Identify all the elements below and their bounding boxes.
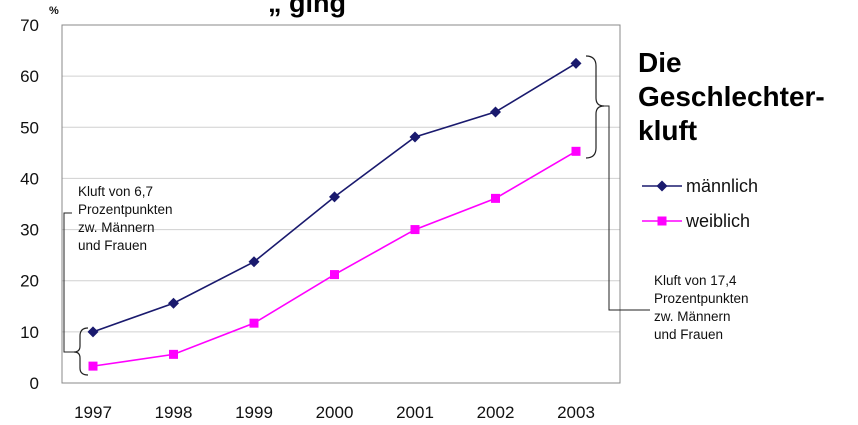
x-axis-ticks: 1997 1998 1999 2000 2001 2002 2003: [74, 403, 595, 422]
legend-label: weiblich: [685, 211, 750, 231]
x-tick-label: 2001: [396, 403, 434, 422]
data-point: [248, 256, 260, 268]
data-point: [329, 191, 340, 203]
y-tick-label: 50: [20, 118, 39, 137]
x-tick-label: 1999: [235, 403, 273, 422]
data-point: [490, 106, 501, 118]
y-tick-label: 60: [20, 67, 39, 86]
x-tick-label: 1997: [74, 403, 112, 422]
x-tick-label: 1998: [155, 403, 193, 422]
series-weiblich: [88, 146, 581, 371]
data-point: [570, 57, 582, 69]
y-tick-label: 40: [20, 169, 39, 188]
x-tick-label: 2002: [477, 403, 515, 422]
data-point: [87, 326, 99, 338]
gap-2003-note: Kluft von 17,4 Prozentpunkten zw. Männer…: [654, 273, 752, 342]
y-tick-label: 30: [20, 221, 39, 240]
legend-marker: [656, 180, 668, 192]
data-point: [330, 270, 339, 280]
legend-marker: [657, 216, 667, 226]
side-title: Die Geschlechter- kluft: [638, 46, 853, 148]
data-point: [491, 193, 500, 203]
y-tick-label: 10: [20, 323, 39, 342]
legend-entry: männlich: [642, 176, 758, 196]
side-title-line-3: kluft: [638, 115, 698, 146]
x-tick-label: 2003: [557, 403, 595, 422]
y-tick-label: 0: [30, 374, 39, 393]
y-tick-label: 70: [20, 16, 39, 35]
gap-2003-connector: [604, 105, 650, 311]
data-point: [571, 146, 581, 156]
gap-1997-note: Kluft von 6,7 Prozentpunkten zw. Männern…: [78, 184, 176, 253]
legend: männlich weiblich: [642, 176, 758, 231]
gridlines: [62, 75, 620, 333]
series-männlich: [87, 57, 582, 338]
series-line: [92, 150, 577, 367]
y-axis-unit: %: [49, 5, 59, 17]
data-point: [88, 361, 98, 371]
data-point: [409, 131, 421, 143]
gap-1997-brace: [73, 327, 89, 376]
plot-frame: [61, 24, 621, 384]
x-tick-label: 2000: [316, 403, 354, 422]
gap-2003-brace: [585, 55, 605, 159]
data-point: [169, 349, 178, 359]
chart-title-fragment: „ ging: [268, 0, 346, 18]
y-tick-label: 20: [20, 272, 39, 291]
side-title-line-1: Die: [638, 47, 682, 78]
legend-entry: weiblich: [642, 211, 750, 231]
series-layer: [87, 57, 582, 371]
side-title-line-2: Geschlechter-: [638, 81, 825, 112]
data-point: [410, 225, 420, 235]
y-axis-ticks: 0 10 20 30 40 50 60 70: [20, 16, 39, 393]
legend-label: männlich: [686, 176, 758, 196]
gap-1997-connector: [63, 212, 74, 353]
data-point: [249, 318, 259, 328]
data-point: [168, 297, 179, 309]
